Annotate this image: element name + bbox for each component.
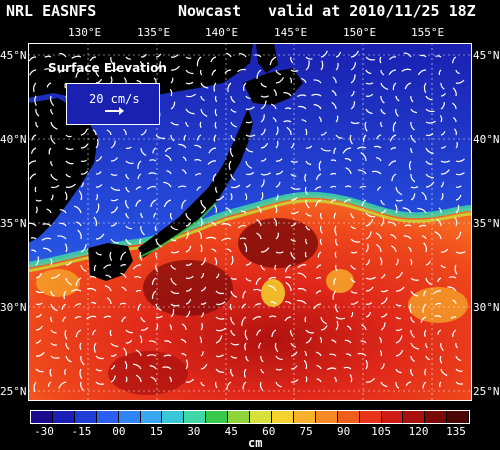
- colorbar-label: 75: [300, 425, 313, 438]
- lon-tick-130: 130°E: [68, 26, 101, 39]
- colorbar-segment: [97, 411, 119, 423]
- header-source: NRL EASNFS: [6, 2, 96, 20]
- colorbar-segment: [184, 411, 206, 423]
- reference-vector-box: 20 cm/s: [66, 83, 160, 125]
- lon-tick-150: 150°E: [343, 26, 376, 39]
- colorbar-segment: [316, 411, 338, 423]
- lat-tick-left-25: 25°N: [0, 385, 27, 398]
- warm-eddy: [108, 351, 188, 395]
- colorbar-label: 60: [262, 425, 275, 438]
- lat-tick-right-45: 45°N: [473, 49, 500, 62]
- header-valid: valid at 2010/11/25 18Z: [268, 2, 476, 20]
- colorbar-label: 120: [409, 425, 429, 438]
- colorbar-label: -15: [72, 425, 92, 438]
- colorbar-label: 105: [371, 425, 391, 438]
- colorbar: [30, 410, 470, 424]
- lat-tick-right-35: 35°N: [473, 217, 500, 230]
- colorbar-segment: [360, 411, 382, 423]
- warm-eddy: [143, 260, 233, 316]
- colorbar-segment: [382, 411, 404, 423]
- lat-tick-left-30: 30°N: [0, 301, 27, 314]
- colorbar-label: 15: [150, 425, 163, 438]
- cool-eddy: [326, 269, 354, 293]
- lon-tick-140: 140°E: [205, 26, 238, 39]
- colorbar-segment: [75, 411, 97, 423]
- reference-vector-label: 20 cm/s: [89, 92, 140, 106]
- colorbar-label: -30: [34, 425, 54, 438]
- colorbar-segment: [338, 411, 360, 423]
- colorbar-label: 00: [112, 425, 125, 438]
- colorbar-label: 30: [187, 425, 200, 438]
- colorbar-segment: [119, 411, 141, 423]
- colorbar-segment: [31, 411, 53, 423]
- reference-vector-arrowhead: [119, 107, 124, 115]
- colorbar-unit: cm: [248, 436, 262, 450]
- lat-tick-right-30: 30°N: [473, 301, 500, 314]
- colorbar-segment: [403, 411, 425, 423]
- colorbar-segment: [294, 411, 316, 423]
- lon-tick-155: 155°E: [411, 26, 444, 39]
- lat-tick-left-45: 45°N: [0, 49, 27, 62]
- colorbar-label: 90: [337, 425, 350, 438]
- lat-tick-left-35: 35°N: [0, 217, 27, 230]
- colorbar-label: 135: [446, 425, 466, 438]
- lat-tick-right-40: 40°N: [473, 133, 500, 146]
- lat-tick-right-25: 25°N: [473, 385, 500, 398]
- colorbar-segment: [272, 411, 294, 423]
- cool-eddy: [261, 279, 285, 307]
- lon-tick-135: 135°E: [137, 26, 170, 39]
- colorbar-segment: [250, 411, 272, 423]
- colorbar-segment: [425, 411, 447, 423]
- lat-tick-left-40: 40°N: [0, 133, 27, 146]
- header-product: Nowcast: [178, 2, 241, 20]
- colorbar-label: 45: [225, 425, 238, 438]
- colorbar-segment: [447, 411, 469, 423]
- colorbar-segment: [206, 411, 228, 423]
- colorbar-segment: [141, 411, 163, 423]
- colorbar-segment: [228, 411, 250, 423]
- colorbar-segment: [162, 411, 184, 423]
- field-name-label: Surface Elevation: [48, 61, 167, 75]
- lon-tick-145: 145°E: [274, 26, 307, 39]
- cool-eddy: [408, 287, 468, 323]
- colorbar-segment: [53, 411, 75, 423]
